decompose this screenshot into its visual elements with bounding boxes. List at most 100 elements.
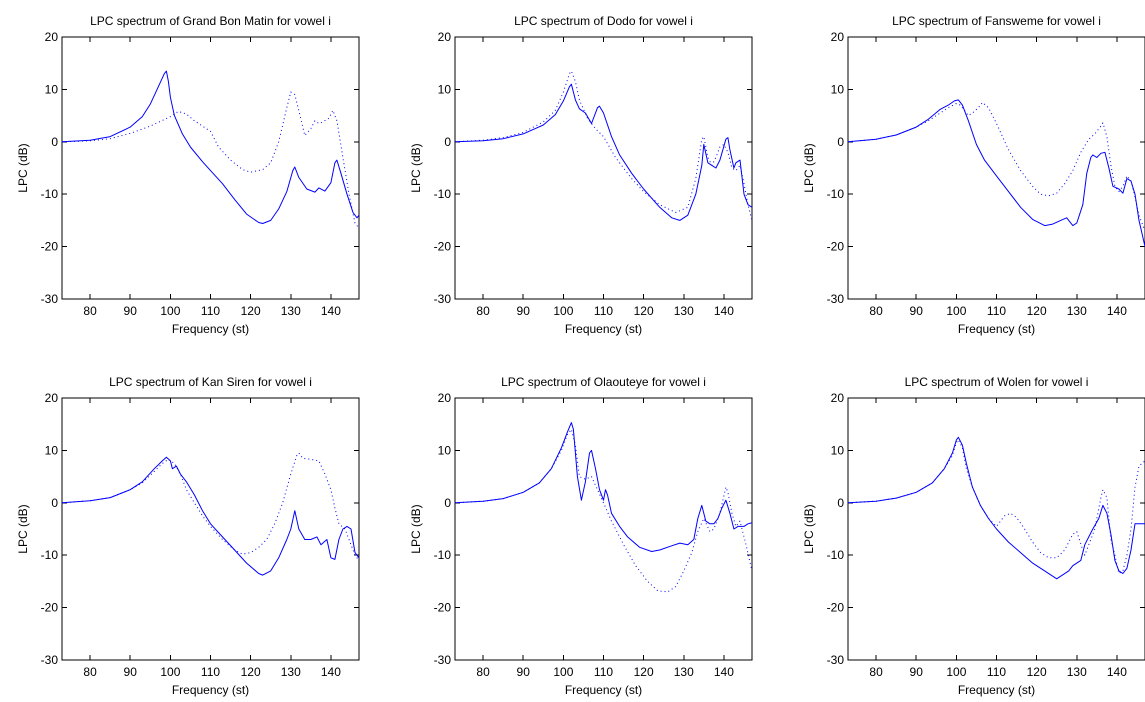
y-tick-label: 20 bbox=[831, 391, 845, 405]
y-tick-label: -30 bbox=[41, 292, 59, 306]
x-tick-label: 100 bbox=[553, 304, 573, 318]
y-axis-label: LPC (dB) bbox=[409, 504, 423, 553]
y-tick-label: -20 bbox=[41, 240, 59, 254]
y-tick-label: -10 bbox=[827, 548, 845, 562]
y-tick-label: -10 bbox=[434, 187, 452, 201]
x-tick-label: 140 bbox=[321, 665, 341, 679]
x-tick-label: 90 bbox=[124, 304, 138, 318]
x-axis-label: Frequency (st) bbox=[958, 322, 1035, 336]
x-tick-label: 90 bbox=[517, 304, 531, 318]
y-tick-label: 20 bbox=[45, 30, 59, 44]
x-tick-label: 80 bbox=[476, 665, 490, 679]
subplot-2: 80 90 100 110 120 130 140 -30 -20 -10 0 10 20 LPC spe… bbox=[409, 14, 753, 336]
x-tick-label: 110 bbox=[201, 665, 220, 679]
y-tick-label: 0 bbox=[51, 135, 58, 149]
x-axis-label: Frequency (st) bbox=[565, 683, 642, 697]
x-tick-label: 120 bbox=[634, 665, 654, 679]
y-tick-label: 10 bbox=[45, 82, 59, 96]
y-tick-label: 10 bbox=[831, 82, 845, 96]
y-tick-label: 20 bbox=[831, 30, 845, 44]
y-tick-label: -30 bbox=[41, 653, 59, 667]
y-tick-label: 0 bbox=[837, 496, 844, 510]
plot-area bbox=[61, 397, 360, 661]
x-tick-label: 130 bbox=[674, 665, 694, 679]
y-axis-label: LPC (dB) bbox=[802, 143, 816, 192]
x-tick-label: 100 bbox=[946, 304, 966, 318]
y-tick-label: -10 bbox=[41, 187, 59, 201]
x-tick-label: 120 bbox=[1027, 665, 1047, 679]
x-tick-label: 80 bbox=[476, 304, 490, 318]
y-tick-label: -30 bbox=[434, 653, 452, 667]
x-tick-label: 110 bbox=[987, 304, 1006, 318]
y-tick-label: -10 bbox=[827, 187, 845, 201]
plot-area bbox=[61, 36, 360, 300]
x-tick-label: 80 bbox=[83, 665, 97, 679]
x-tick-label: 140 bbox=[1107, 304, 1127, 318]
x-tick-label: 120 bbox=[241, 665, 261, 679]
subplot-3: 80 90 100 110 120 130 140 -30 -20 -10 0 10 20 LPC spe… bbox=[802, 14, 1145, 336]
x-tick-label: 140 bbox=[321, 304, 341, 318]
x-axis-label: Frequency (st) bbox=[565, 322, 642, 336]
x-tick-label: 100 bbox=[160, 304, 180, 318]
plot-area bbox=[454, 397, 753, 661]
x-tick-label: 120 bbox=[241, 304, 261, 318]
x-tick-label: 80 bbox=[83, 304, 97, 318]
y-tick-label: -20 bbox=[434, 240, 452, 254]
x-tick-label: 140 bbox=[714, 304, 734, 318]
y-tick-label: 10 bbox=[438, 82, 452, 96]
x-tick-label: 110 bbox=[594, 304, 613, 318]
y-tick-label: 20 bbox=[438, 30, 452, 44]
y-tick-label: 0 bbox=[444, 135, 451, 149]
x-tick-label: 90 bbox=[910, 304, 924, 318]
x-tick-label: 130 bbox=[674, 304, 694, 318]
x-tick-label: 100 bbox=[553, 665, 573, 679]
y-axis-label: LPC (dB) bbox=[409, 143, 423, 192]
y-axis-label: LPC (dB) bbox=[802, 504, 816, 553]
x-tick-label: 120 bbox=[634, 304, 654, 318]
y-tick-label: 0 bbox=[837, 135, 844, 149]
subplot-4: 80 90 100 110 120 130 140 -30 -20 -10 0 10 20 LPC spe… bbox=[16, 375, 360, 697]
y-tick-label: 0 bbox=[444, 496, 451, 510]
y-axis-label: LPC (dB) bbox=[16, 143, 30, 192]
x-axis-label: Frequency (st) bbox=[172, 683, 249, 697]
x-tick-label: 130 bbox=[281, 304, 301, 318]
subplot-title: LPC spectrum of Olaouteye for vowel i bbox=[501, 375, 706, 389]
x-tick-label: 140 bbox=[1107, 665, 1127, 679]
subplot-title: LPC spectrum of Dodo for vowel i bbox=[514, 14, 693, 28]
y-tick-label: -20 bbox=[827, 240, 845, 254]
subplot-1: 80 90 100 110 120 130 140 -30 -20 -10 0 10 20 LPC spe… bbox=[16, 14, 360, 336]
x-tick-label: 90 bbox=[124, 665, 138, 679]
x-axis-label: Frequency (st) bbox=[958, 683, 1035, 697]
x-tick-label: 120 bbox=[1027, 304, 1047, 318]
x-tick-label: 110 bbox=[987, 665, 1006, 679]
x-tick-label: 90 bbox=[910, 665, 924, 679]
dotted-series-line bbox=[455, 428, 752, 593]
y-tick-label: 0 bbox=[51, 496, 58, 510]
y-tick-label: -30 bbox=[434, 292, 452, 306]
y-tick-label: -20 bbox=[827, 601, 845, 615]
x-tick-label: 80 bbox=[869, 665, 883, 679]
x-axis-label: Frequency (st) bbox=[172, 322, 249, 336]
x-tick-label: 90 bbox=[517, 665, 531, 679]
y-tick-label: -20 bbox=[434, 601, 452, 615]
x-tick-label: 100 bbox=[160, 665, 180, 679]
y-tick-label: -30 bbox=[827, 292, 845, 306]
y-axis-label: LPC (dB) bbox=[16, 504, 30, 553]
y-tick-label: -10 bbox=[41, 548, 59, 562]
solid-series-line bbox=[62, 70, 359, 224]
y-tick-label: 20 bbox=[438, 391, 452, 405]
subplot-title: LPC spectrum of Grand Bon Matin for vowe… bbox=[90, 14, 331, 28]
x-tick-label: 130 bbox=[1067, 304, 1087, 318]
y-tick-label: -30 bbox=[827, 653, 845, 667]
x-tick-label: 130 bbox=[1067, 665, 1087, 679]
subplot-title: LPC spectrum of Fansweme for vowel i bbox=[892, 14, 1101, 28]
solid-series-line bbox=[455, 422, 752, 552]
solid-series-line bbox=[848, 99, 1145, 247]
x-tick-label: 140 bbox=[714, 665, 734, 679]
plot-area bbox=[454, 36, 753, 300]
y-tick-label: -20 bbox=[41, 601, 59, 615]
y-tick-label: -10 bbox=[434, 548, 452, 562]
y-tick-label: 10 bbox=[831, 443, 845, 457]
subplot-title: LPC spectrum of Wolen for vowel i bbox=[905, 375, 1089, 389]
